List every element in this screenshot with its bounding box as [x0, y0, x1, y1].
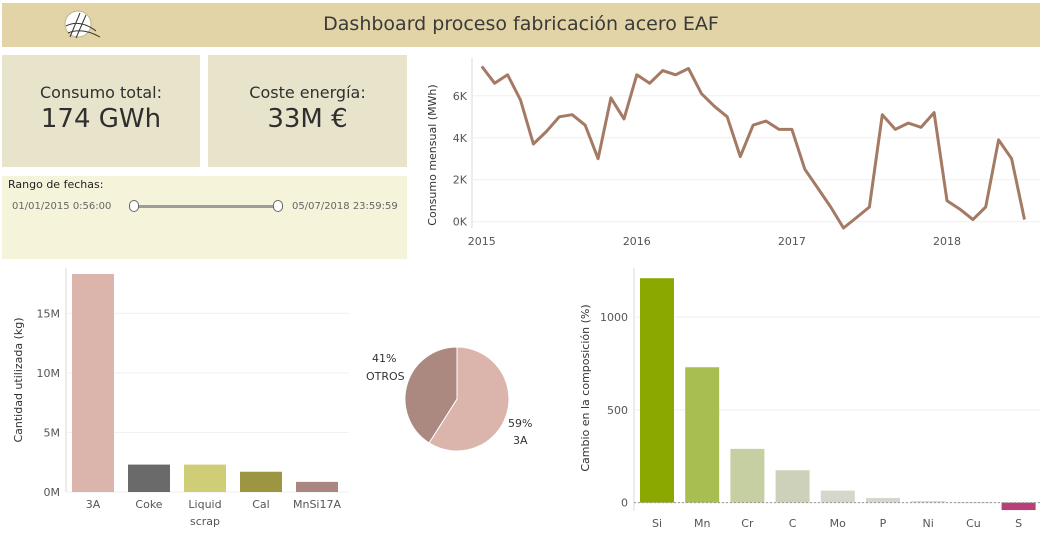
- dashboard-header: Dashboard proceso fabricación acero EAF: [2, 3, 1040, 47]
- bar-cu: [956, 502, 991, 504]
- y-tick-label: 0M: [44, 486, 61, 499]
- y-tick-label: 6K: [453, 90, 468, 103]
- slider-start-handle[interactable]: [129, 200, 139, 212]
- x-tick-label: 2015: [468, 235, 496, 248]
- x-tick-label: Mn: [694, 517, 710, 530]
- x-tick-label: S: [1015, 517, 1022, 530]
- filter-title: Rango de fechas:: [8, 178, 104, 191]
- pie-label-name: 3A: [513, 434, 528, 447]
- consumption-series-line: [480, 65, 1026, 230]
- slider-end-handle[interactable]: [273, 200, 283, 212]
- kpi-coste-card: Coste energía: 33M €: [208, 55, 407, 167]
- x-tick-label: 2017: [778, 235, 806, 248]
- bar-s: [1001, 502, 1036, 511]
- x-tick-label: Cr: [741, 517, 754, 530]
- y-tick-label: 0: [621, 497, 628, 510]
- y-tick-label: 500: [607, 404, 628, 417]
- bar-liquid-scrap: [184, 464, 226, 492]
- y-axis-title: Consumo mensual (MWh): [426, 84, 439, 225]
- bar-mo: [820, 490, 855, 503]
- pie-slice-3a: [428, 346, 510, 452]
- x-tick-label: Ni: [923, 517, 934, 530]
- bar-mnsi17a: [296, 481, 338, 492]
- x-tick-label: Cal: [252, 498, 269, 511]
- pie-label-pct: 41%: [372, 352, 396, 365]
- filter-end-date[interactable]: 05/07/2018 23:59:59: [292, 201, 398, 212]
- page-title: Dashboard proceso fabricación acero EAF: [323, 13, 719, 35]
- kpi-consumo-card: Consumo total: 174 GWh: [2, 55, 200, 167]
- bar-cal: [240, 471, 282, 492]
- pie-label-pct: 59%: [508, 417, 532, 430]
- kpi-consumo-label: Consumo total:: [39, 83, 162, 102]
- x-tick-label: Cu: [966, 517, 981, 530]
- bar-mn: [685, 367, 720, 503]
- y-axis-title: Cantidad utilizada (kg): [12, 317, 25, 442]
- bar-cr: [730, 448, 765, 503]
- x-tick-label: Liquid: [188, 498, 221, 511]
- kpi-consumo-value: 174 GWh: [40, 104, 162, 134]
- bar-p: [866, 498, 900, 503]
- date-range-filter: Rango de fechas: 01/01/2015 0:56:00 05/0…: [2, 176, 407, 259]
- y-tick-label: 1000: [600, 311, 628, 324]
- bar-3a: [72, 273, 114, 492]
- x-tick-label: Coke: [135, 498, 162, 511]
- x-tick-label: 2018: [933, 235, 961, 248]
- kpi-coste-label: Coste energía:: [249, 83, 366, 102]
- x-tick-label: Si: [652, 517, 662, 530]
- pie-label-name: OTROS: [366, 370, 405, 383]
- pie-slice-otros: [404, 346, 458, 444]
- x-tick-label: P: [880, 517, 887, 530]
- y-tick-label: 0K: [453, 216, 468, 229]
- filter-start-date[interactable]: 01/01/2015 0:56:00: [12, 201, 112, 212]
- y-axis-title: Cambio en la composición (%): [579, 304, 592, 471]
- bar-coke: [128, 464, 170, 492]
- date-range-slider-track[interactable]: [133, 205, 279, 208]
- x-tick-label: C: [789, 517, 797, 530]
- x-tick-label: 2016: [623, 235, 651, 248]
- y-tick-label: 2K: [453, 174, 468, 187]
- x-tick-label: 3A: [86, 498, 101, 511]
- y-tick-label: 4K: [453, 132, 468, 145]
- kpi-coste-value: 33M €: [267, 104, 348, 134]
- x-tick-label: MnSi17A: [293, 498, 341, 511]
- bar-si: [640, 278, 674, 503]
- y-tick-label: 15M: [37, 307, 61, 320]
- signature-logo-icon: [64, 10, 101, 39]
- bar-c: [775, 470, 810, 503]
- x-tick-label: scrap: [190, 515, 220, 528]
- x-tick-label: Mo: [830, 517, 846, 530]
- y-tick-label: 5M: [44, 426, 61, 439]
- y-tick-label: 10M: [37, 367, 61, 380]
- bar-ni: [911, 501, 946, 503]
